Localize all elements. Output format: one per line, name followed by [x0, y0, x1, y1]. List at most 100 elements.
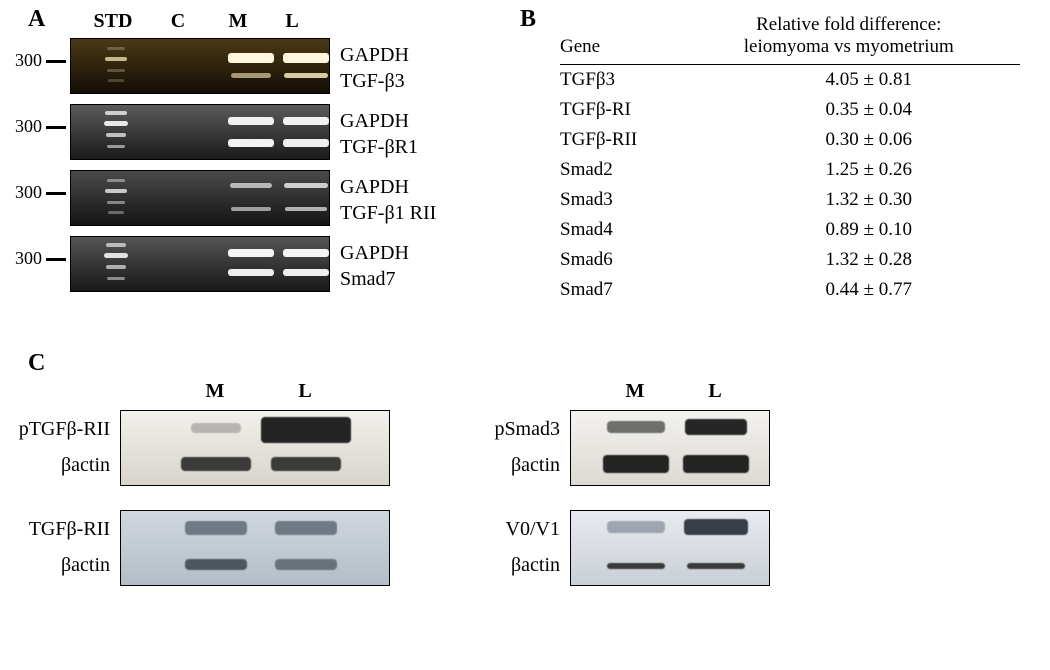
panel-a-gel-right-label: Smad7: [340, 268, 396, 291]
panel-c-lane-header: M: [600, 380, 670, 403]
panel-b-cell-gene: TGFβ-RI: [560, 95, 696, 125]
gel-band-m: [230, 183, 272, 188]
panel-a-tick: [46, 60, 66, 63]
panel-c-blot-label: pSmad3: [460, 418, 560, 441]
blot-band: [275, 521, 337, 535]
table-row: Smad31.32 ± 0.30: [560, 185, 1020, 215]
gel-band-std: [105, 57, 127, 61]
panel-b-cell-gene: Smad2: [560, 155, 696, 185]
gel-band-m: [228, 269, 274, 276]
panel-b-cell-value: 4.05 ± 0.81: [696, 65, 1021, 96]
panel-c-blot: [570, 510, 770, 586]
panel-c-blot-label: βactin: [460, 554, 560, 577]
blot-band: [683, 455, 749, 473]
gel-band-m: [231, 207, 271, 211]
blot-band: [603, 455, 669, 473]
blot-band: [685, 419, 747, 435]
panel-b-cell-value: 1.32 ± 0.30: [696, 185, 1021, 215]
panel-a-lane-l: L: [272, 10, 312, 33]
gel-band-m: [228, 139, 274, 147]
table-row: Smad40.89 ± 0.10: [560, 215, 1020, 245]
gel-band-std: [106, 243, 126, 247]
panel-c-blot: [120, 410, 390, 486]
panel-b-cell-value: 1.32 ± 0.28: [696, 245, 1021, 275]
panel-b-col-gene: Gene: [560, 10, 696, 65]
panel-b-cell-value: 1.25 ± 0.26: [696, 155, 1021, 185]
blot-band: [191, 423, 241, 433]
gel-band-std: [108, 211, 124, 214]
panel-c-blot-label: βactin: [10, 554, 110, 577]
panel-a-tick: [46, 258, 66, 261]
panel-b-cell-value: 0.89 ± 0.10: [696, 215, 1021, 245]
panel-b-cell-value: 0.30 ± 0.06: [696, 125, 1021, 155]
blot-band: [181, 457, 251, 471]
panel-b-cell-gene: Smad7: [560, 275, 696, 305]
blot-band: [185, 521, 247, 535]
panel-a-gel-right-label: TGF-βR1: [340, 136, 418, 159]
gel-band-std: [107, 47, 125, 50]
panel-c-lane-header: L: [270, 380, 340, 403]
gel-band-m: [231, 73, 271, 78]
panel-b-cell-value: 0.44 ± 0.77: [696, 275, 1021, 305]
table-row: Smad21.25 ± 0.26: [560, 155, 1020, 185]
gel-band-m: [228, 117, 274, 125]
panel-a-size-marker: 300: [10, 116, 42, 137]
gel-band-l: [283, 117, 329, 125]
panel-b-cell-gene: TGFβ-RII: [560, 125, 696, 155]
panel-c-lane-header: M: [180, 380, 250, 403]
gel-band-l: [285, 207, 327, 211]
gel-band-std: [107, 277, 125, 280]
blot-band: [684, 519, 748, 535]
panel-a-gel-right-label: GAPDH: [340, 242, 409, 265]
panel-a-lane-std: STD: [88, 10, 138, 33]
panel-b-label: B: [520, 6, 536, 33]
table-row: TGFβ34.05 ± 0.81: [560, 65, 1020, 96]
gel-band-std: [104, 121, 128, 126]
gel-band-std: [104, 253, 128, 258]
blot-band: [607, 521, 665, 533]
blot-band: [261, 417, 351, 443]
gel-band-std: [108, 79, 124, 82]
table-row: TGFβ-RI0.35 ± 0.04: [560, 95, 1020, 125]
panel-a-gel-right-label: GAPDH: [340, 44, 409, 67]
panel-b-col-value: Relative fold difference: leiomyoma vs m…: [696, 10, 1021, 65]
blot-band: [607, 563, 665, 569]
panel-c-blot: [570, 410, 770, 486]
gel-band-l: [283, 53, 329, 63]
table-row: Smad61.32 ± 0.28: [560, 245, 1020, 275]
panel-c-lane-header: L: [680, 380, 750, 403]
gel-band-l: [283, 139, 329, 147]
panel-a-lane-c: C: [158, 10, 198, 33]
panel-a-lane-m: M: [218, 10, 258, 33]
panel-b-cell-gene: Smad3: [560, 185, 696, 215]
panel-c-blot: [120, 510, 390, 586]
panel-a-size-marker: 300: [10, 182, 42, 203]
panel-a-size-marker: 300: [10, 248, 42, 269]
panel-a-gel: [70, 38, 330, 94]
gel-band-std: [107, 179, 125, 182]
gel-band-std: [107, 69, 125, 72]
gel-band-l: [283, 249, 329, 257]
gel-band-std: [107, 201, 125, 204]
panel-a-gel-right-label: TGF-β1 RII: [340, 202, 436, 225]
panel-a-gel: [70, 104, 330, 160]
blot-band: [271, 457, 341, 471]
panel-b-cell-gene: Smad4: [560, 215, 696, 245]
gel-band-m: [228, 53, 274, 63]
panel-c-blot-label: TGFβ-RII: [10, 518, 110, 541]
gel-band-m: [228, 249, 274, 257]
panel-a-tick: [46, 126, 66, 129]
panel-a-gel-right-label: GAPDH: [340, 110, 409, 133]
panel-b-cell-value: 0.35 ± 0.04: [696, 95, 1021, 125]
blot-band: [687, 563, 745, 569]
table-row: TGFβ-RII0.30 ± 0.06: [560, 125, 1020, 155]
panel-a-gel-right-label: GAPDH: [340, 176, 409, 199]
panel-c-label: C: [28, 350, 45, 377]
panel-b-table: Gene Relative fold difference: leiomyoma…: [560, 10, 1020, 305]
panel-a-size-marker: 300: [10, 50, 42, 71]
panel-c-blot-label: βactin: [460, 454, 560, 477]
panel-a-tick: [46, 192, 66, 195]
gel-band-std: [106, 265, 126, 269]
panel-a-gel-right-label: TGF-β3: [340, 70, 405, 93]
gel-band-std: [107, 145, 125, 148]
